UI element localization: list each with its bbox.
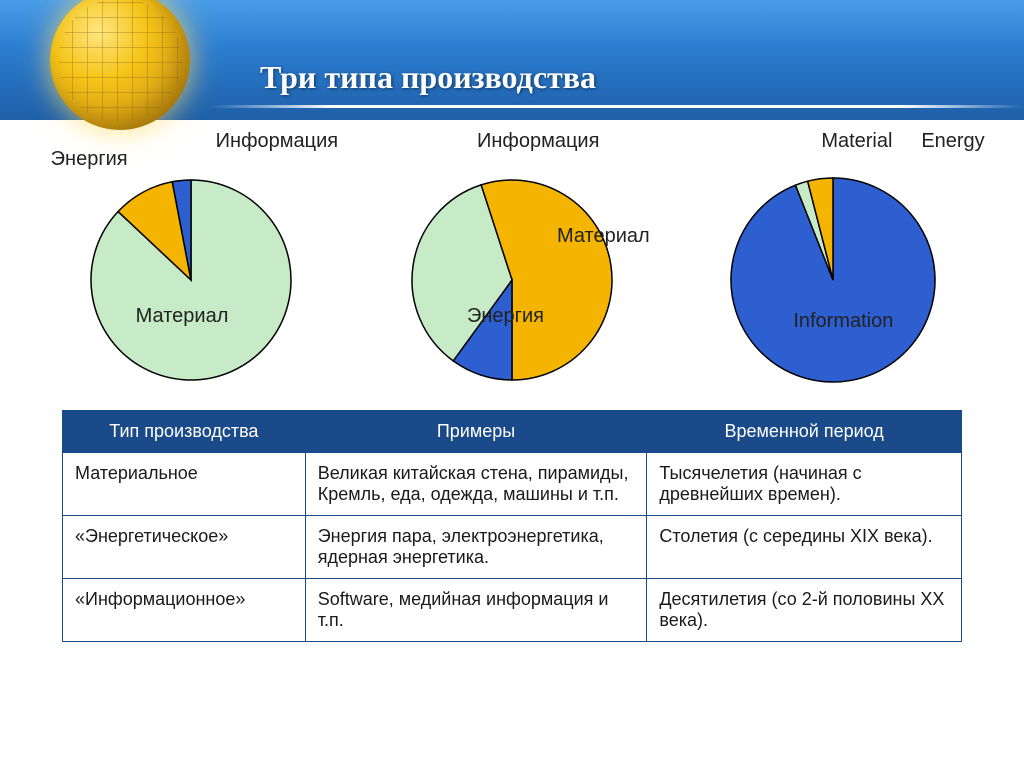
chart-label: Information (793, 310, 893, 333)
title-underline (210, 105, 1024, 108)
table-header: Временной период (647, 411, 962, 453)
table-cell: Столетия (с середины XIX века). (647, 516, 962, 579)
table-cell: Десятилетия (со 2-й половины XX века). (647, 579, 962, 642)
chart-label: Информация (477, 130, 599, 153)
table-cell: Материальное (63, 453, 306, 516)
table-cell: «Информационное» (63, 579, 306, 642)
table-cell: Великая китайская стена, пирамиды, Кремл… (305, 453, 647, 516)
pie-charts-row: Энергия Информация Материал Информация Мате… (30, 130, 994, 390)
pie-chart-2: Информация Материал Энергия (362, 130, 662, 390)
table-cell: Software, медийная информация и т.п. (305, 579, 647, 642)
production-table: Тип производстваПримерыВременной периодМ… (62, 410, 962, 642)
table-cell: Тысячелетия (начиная с древнейших времен… (647, 453, 962, 516)
pie-chart-3: Material Energy Information (683, 130, 983, 390)
table-header: Примеры (305, 411, 647, 453)
table-cell: «Энергетическое» (63, 516, 306, 579)
table-row: «Энергетическое»Энергия пара, электроэне… (63, 516, 962, 579)
chart-label: Energy (921, 130, 984, 153)
chart-label: Material (821, 130, 892, 153)
chart-label: Энергия (467, 305, 544, 328)
chart-label: Материал (136, 305, 229, 328)
chart-label: Энергия (51, 148, 128, 171)
table-row: «Информационное»Software, медийная инфор… (63, 579, 962, 642)
content: Энергия Информация Материал Информация Мате… (0, 120, 1024, 662)
chart-label: Материал (557, 225, 650, 248)
pie-chart-1: Энергия Информация Материал (41, 130, 341, 390)
table-cell: Энергия пара, электроэнергетика, ядерная… (305, 516, 647, 579)
table-header: Тип производства (63, 411, 306, 453)
globe-icon (50, 0, 190, 130)
table-row: МатериальноеВеликая китайская стена, пир… (63, 453, 962, 516)
page-title: Три типа производства (260, 59, 596, 96)
header: Три типа производства (0, 0, 1024, 120)
chart-label: Информация (216, 130, 338, 153)
